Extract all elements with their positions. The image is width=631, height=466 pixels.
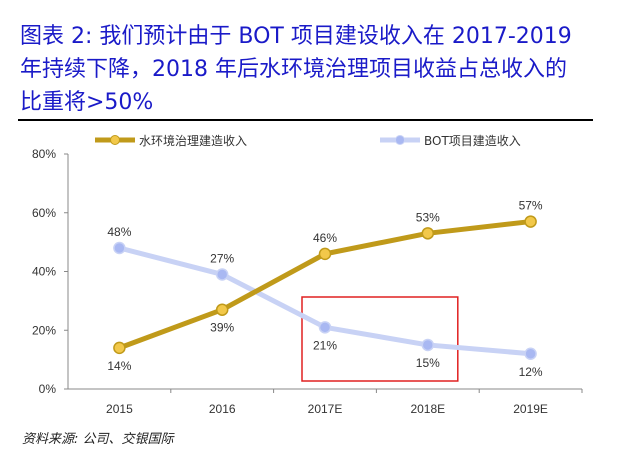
x-tick-label: 2018E xyxy=(410,402,445,416)
data-label: 57% xyxy=(519,199,543,213)
chart-title: 图表 2: 我们预计由于 BOT 项目建设收入在 2017-2019 年持续下降… xyxy=(20,20,620,119)
data-label: 12% xyxy=(519,365,543,379)
legend-marker xyxy=(395,135,405,145)
data-point xyxy=(421,338,435,352)
y-tick-label: 20% xyxy=(32,323,56,337)
x-tick-label: 2017E xyxy=(308,402,343,416)
data-point xyxy=(215,303,229,316)
legend-label: 水环境治理建造收入 xyxy=(139,133,247,148)
title-line-2: 年持续下降，2018 年后水环境治理项目收益占总收入的 xyxy=(20,57,567,82)
title-line-1: 图表 2: 我们预计由于 BOT 项目建设收入在 2017-2019 xyxy=(20,24,572,49)
x-tick-label: 2019E xyxy=(513,402,548,416)
data-point xyxy=(113,341,126,355)
title-rule xyxy=(18,119,593,121)
title-line-3: 比重将>50% xyxy=(20,90,154,115)
y-tick-label: 40% xyxy=(32,265,56,279)
data-point xyxy=(113,241,126,255)
x-tick-label: 2016 xyxy=(209,402,236,416)
legend-label: BOT项目建造收入 xyxy=(424,134,521,148)
data-point xyxy=(318,321,332,334)
data-point xyxy=(215,268,229,281)
data-label: 15% xyxy=(416,356,440,370)
y-tick-label: 0% xyxy=(39,382,57,396)
data-label: 46% xyxy=(313,231,337,245)
data-point xyxy=(421,227,435,240)
data-label: 21% xyxy=(313,338,337,352)
y-tick-label: 80% xyxy=(32,147,56,161)
data-point xyxy=(318,247,332,261)
data-label: 39% xyxy=(210,321,234,335)
data-point xyxy=(524,215,537,228)
y-tick-label: 60% xyxy=(32,206,56,220)
data-label: 14% xyxy=(107,359,131,373)
source-note: 资料来源: 公司、交银国际 xyxy=(22,432,174,447)
data-point xyxy=(524,347,537,360)
x-tick-label: 2015 xyxy=(106,402,133,416)
legend-marker xyxy=(110,135,120,145)
highlight-box xyxy=(301,296,459,382)
data-label: 48% xyxy=(107,225,131,239)
data-label: 53% xyxy=(416,210,440,224)
data-label: 27% xyxy=(210,251,234,265)
